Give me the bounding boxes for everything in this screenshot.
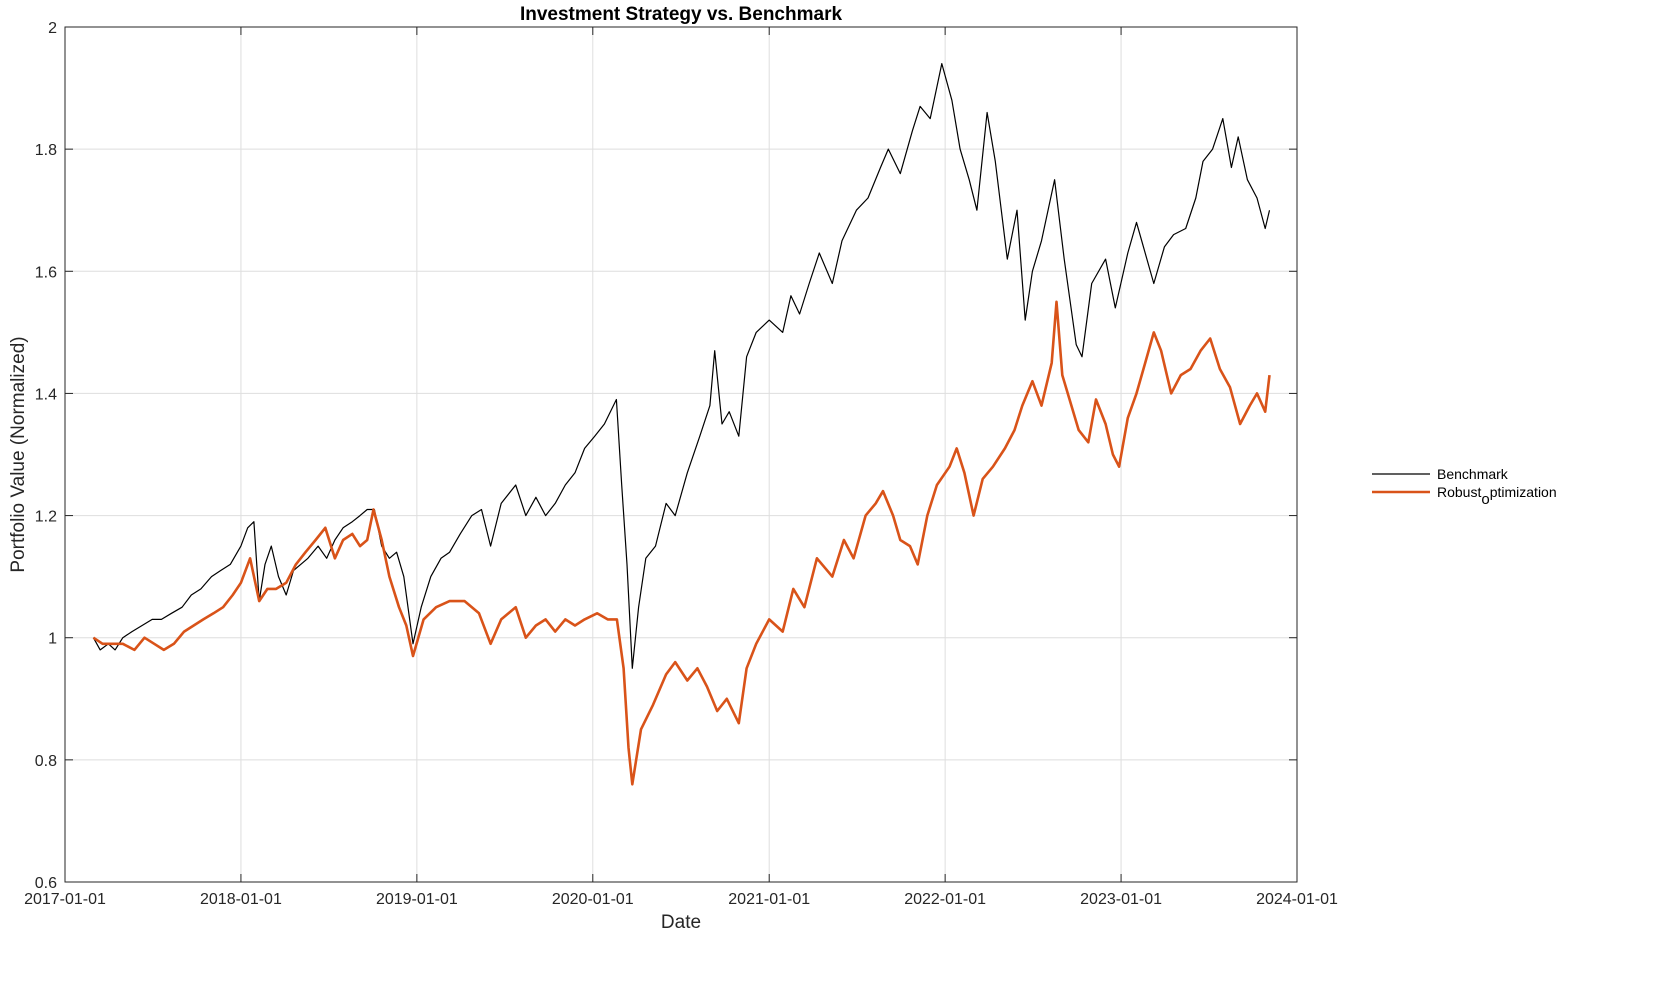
legend: Benchmark Robustoptimization (1372, 466, 1557, 508)
x-tick-label: 2022-01-01 (904, 891, 986, 908)
legend-label-robust-optimization: Robustoptimization (1437, 484, 1557, 508)
x-tick-label: 2017-01-01 (24, 891, 106, 908)
axis-ticks (64, 26, 1298, 883)
y-tick-label: 1 (48, 631, 57, 648)
y-tick-label: 0.8 (35, 753, 57, 770)
series-line-benchmark (92, 63, 1271, 669)
x-tick-label: 2018-01-01 (200, 891, 282, 908)
x-tick-label: 2021-01-01 (728, 891, 810, 908)
x-tick-label: 2024-01-01 (1256, 891, 1338, 908)
x-tick-label: 2020-01-01 (552, 891, 634, 908)
y-tick-label: 2 (48, 20, 57, 37)
grid-lines (64, 26, 1298, 883)
y-tick-label: 1.6 (35, 264, 57, 281)
plot-area-border (64, 26, 1298, 883)
x-axis-label: Date (661, 912, 701, 933)
series-line-robust-optimization (92, 300, 1271, 786)
y-tick-label: 1.2 (35, 509, 57, 526)
tick-labels: 2017-01-01 2018-01-01 2019-01-01 2020-01-01… (24, 20, 1338, 908)
series-layer (92, 63, 1271, 786)
legend-label-benchmark: Benchmark (1437, 466, 1509, 482)
y-axis-label: Portfolio Value (Normalized) (8, 336, 29, 572)
y-tick-label: 1.4 (35, 386, 57, 403)
x-tick-label: 2019-01-01 (376, 891, 458, 908)
x-tick-label: 2023-01-01 (1080, 891, 1162, 908)
chart-title: Investment Strategy vs. Benchmark (520, 4, 843, 25)
y-tick-label: 0.6 (35, 875, 57, 892)
y-tick-label: 1.8 (35, 142, 57, 159)
